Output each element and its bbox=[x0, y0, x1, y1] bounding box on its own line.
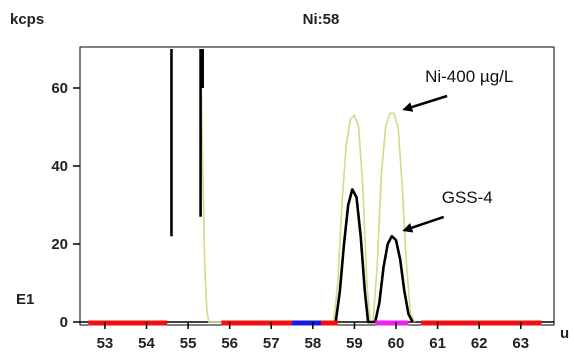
y-secondary-label: E1 bbox=[16, 291, 34, 308]
chart-title: Ni:58 bbox=[303, 11, 340, 28]
y-axis-label: kcps bbox=[10, 11, 44, 28]
x-tick-label: 59 bbox=[346, 335, 363, 352]
annotation-arrow bbox=[402, 215, 445, 233]
annotation-label: GSS-4 bbox=[442, 188, 493, 207]
y-tick-label: 60 bbox=[51, 80, 68, 97]
y-tick-label: 0 bbox=[60, 314, 68, 331]
series-line-sample bbox=[334, 188, 414, 324]
x-tick-label: 58 bbox=[304, 335, 321, 352]
y-tick-label: 40 bbox=[51, 158, 68, 175]
x-tick-label: 55 bbox=[180, 335, 197, 352]
x-tick-label: 61 bbox=[429, 335, 446, 352]
y-tick-label: 20 bbox=[51, 236, 68, 253]
plot-frame bbox=[79, 46, 555, 326]
annotation-label: Ni-400 µg/L bbox=[425, 67, 513, 86]
x-tick-label: 56 bbox=[221, 335, 238, 352]
x-tick-label: 54 bbox=[138, 335, 155, 352]
x-tick-label: 57 bbox=[263, 335, 280, 352]
annotation-arrow bbox=[402, 94, 448, 112]
x-tick-label: 60 bbox=[388, 335, 405, 352]
x-axis-label: u bbox=[560, 325, 569, 342]
x-tick-label: 53 bbox=[97, 335, 114, 352]
x-tick-label: 63 bbox=[512, 335, 529, 352]
x-tick-label: 62 bbox=[471, 335, 488, 352]
